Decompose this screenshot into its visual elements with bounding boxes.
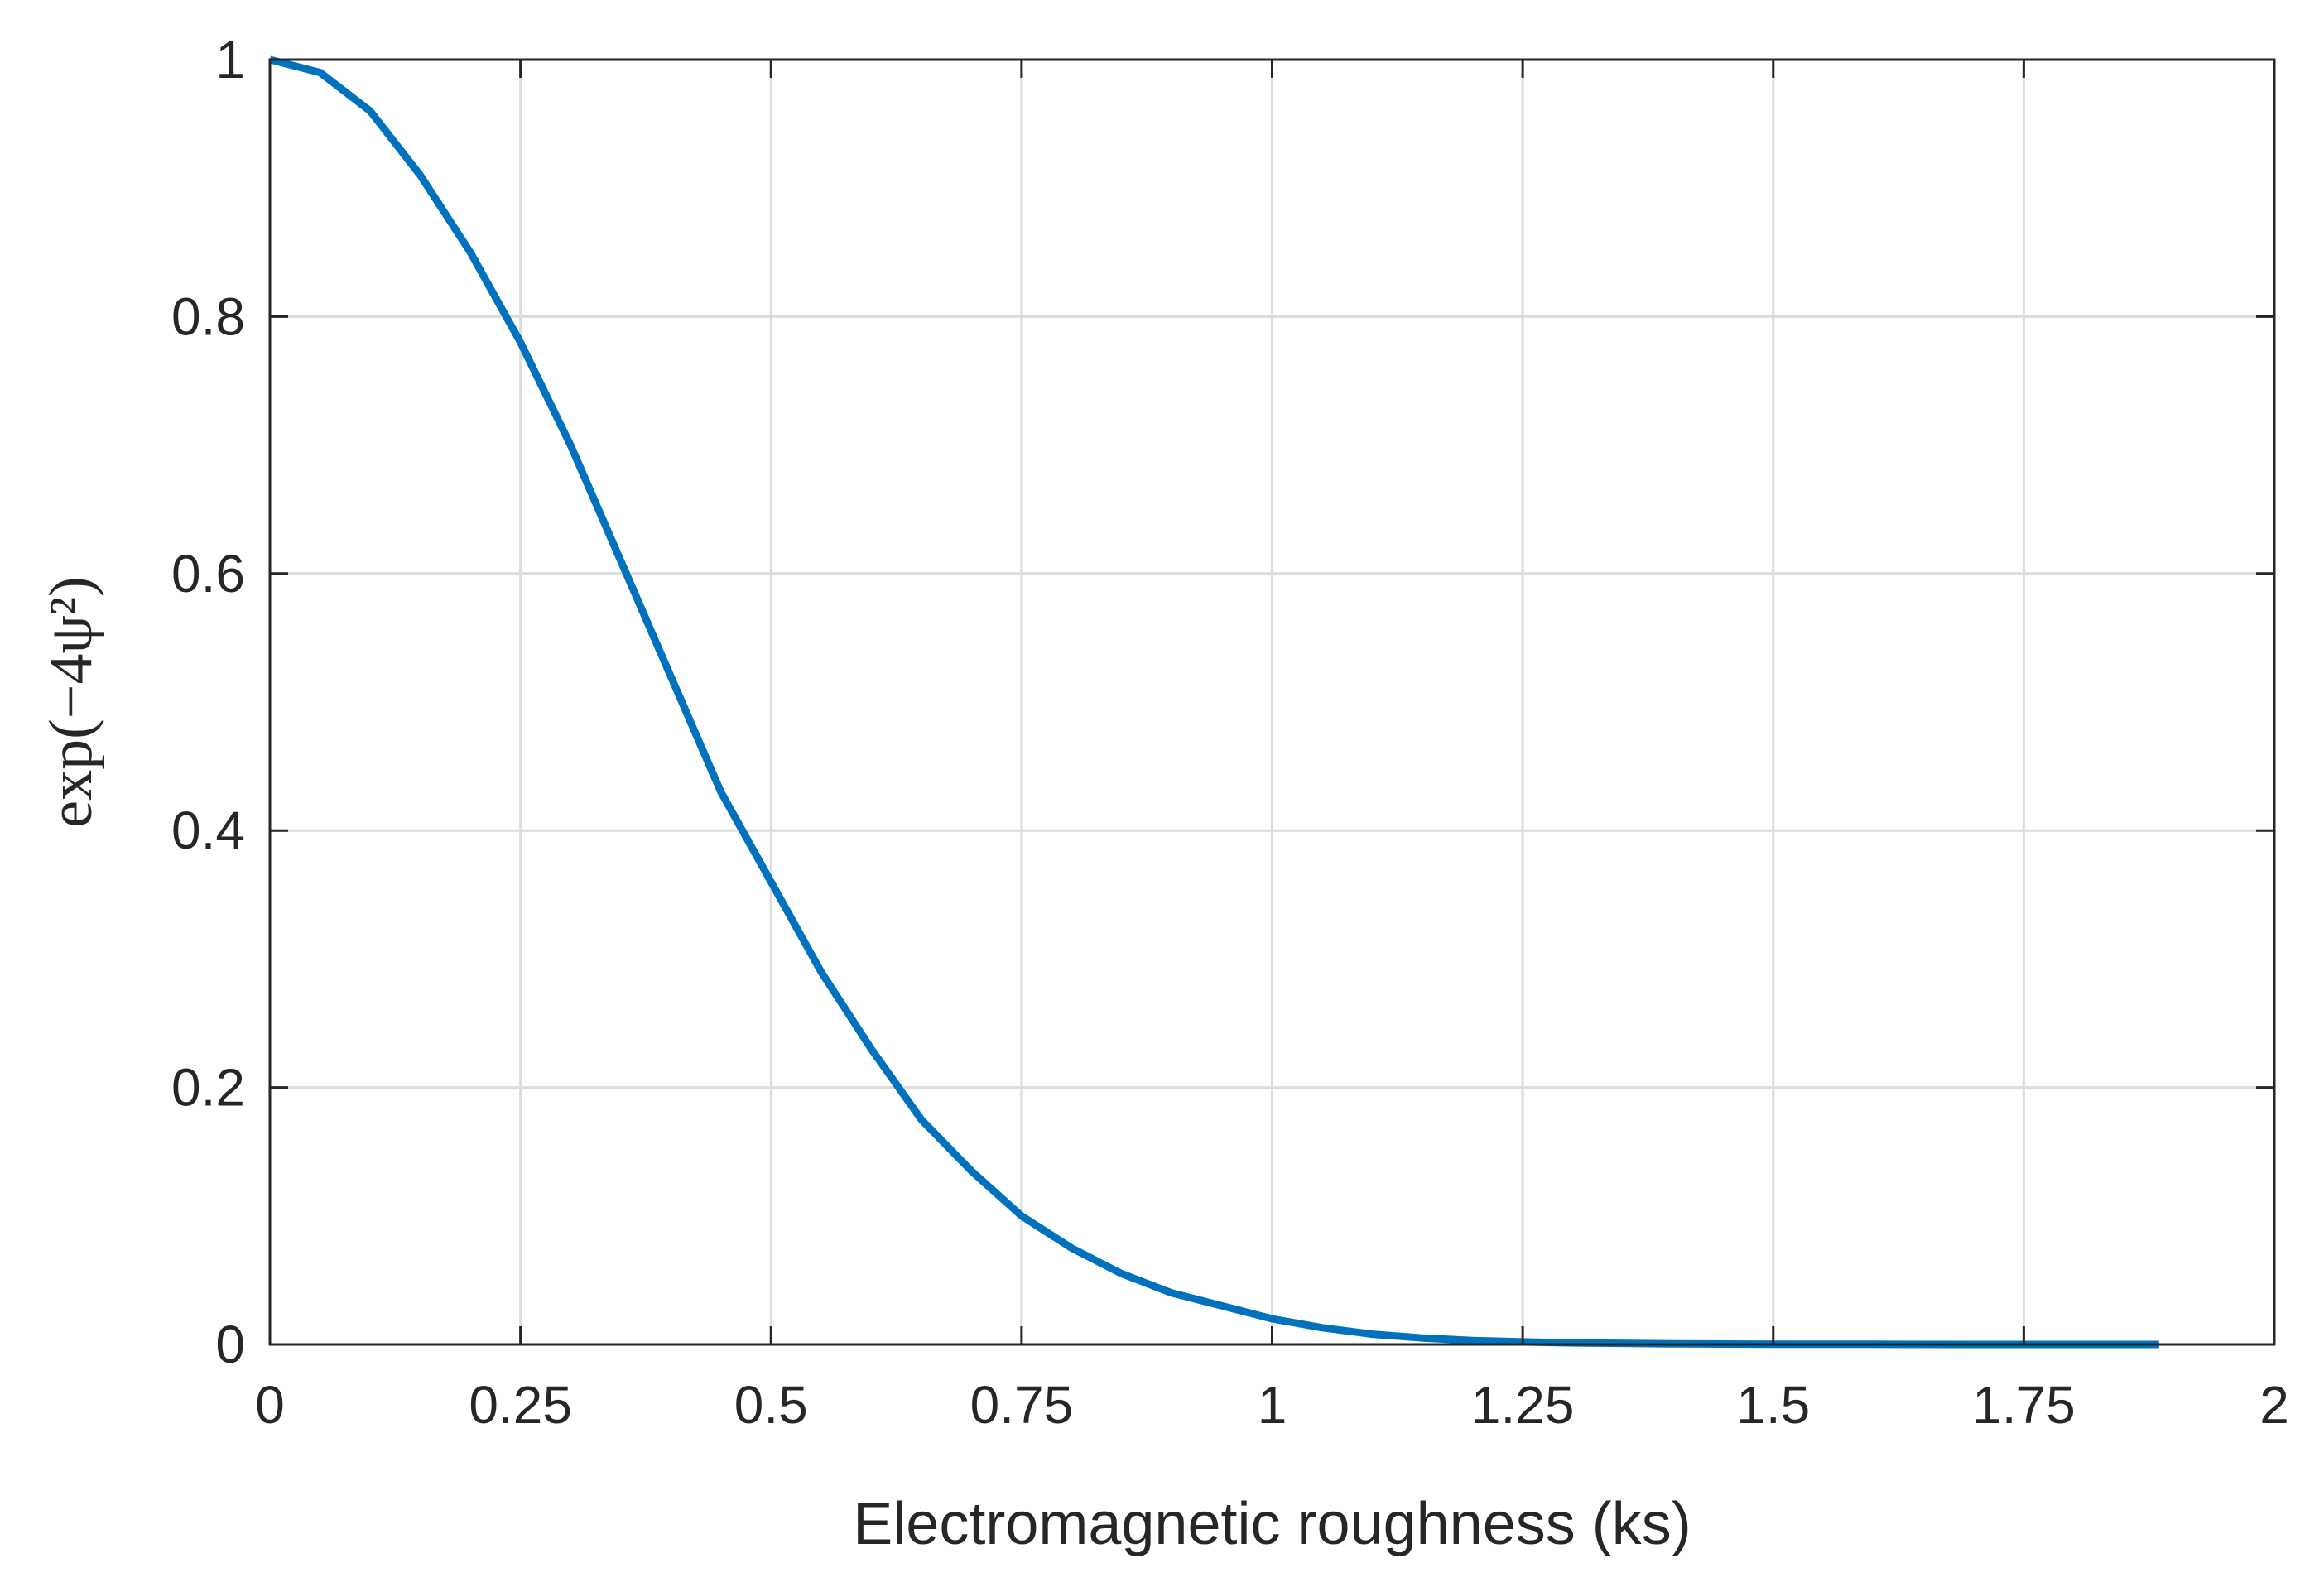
x-tick-labels: 0 0.25 0.5 0.75 1 1.25 1.5 1.75 2 (255, 1375, 2289, 1435)
y-tick-label: 0.6 (171, 544, 245, 604)
x-tick-label: 1.75 (1972, 1375, 2076, 1435)
grid (270, 60, 2274, 1344)
x-tick-label: 0.5 (734, 1375, 808, 1435)
y-tick-label: 0.4 (171, 801, 245, 860)
y-tick-label: 0.8 (171, 286, 245, 346)
x-tick-label: 1.25 (1471, 1375, 1575, 1435)
y-tick-label: 1 (215, 30, 245, 89)
x-axis-label: Electromagnetic roughness (ks) (853, 1491, 1691, 1557)
x-tick-label: 0.75 (970, 1375, 1074, 1435)
x-tick-label: 1 (1258, 1375, 1287, 1435)
y-tick-label: 0.2 (171, 1058, 245, 1118)
ticks (268, 58, 2276, 1346)
x-tick-label: 0 (255, 1375, 285, 1435)
x-tick-label: 0.25 (469, 1375, 572, 1435)
x-tick-label: 1.5 (1736, 1375, 1810, 1435)
y-axis-label: exp(−4ψ²) (37, 576, 105, 827)
x-tick-label: 2 (2259, 1375, 2289, 1435)
y-tick-labels: 0 0.2 0.4 0.6 0.8 1 (171, 30, 245, 1374)
y-tick-label: 0 (215, 1315, 245, 1374)
